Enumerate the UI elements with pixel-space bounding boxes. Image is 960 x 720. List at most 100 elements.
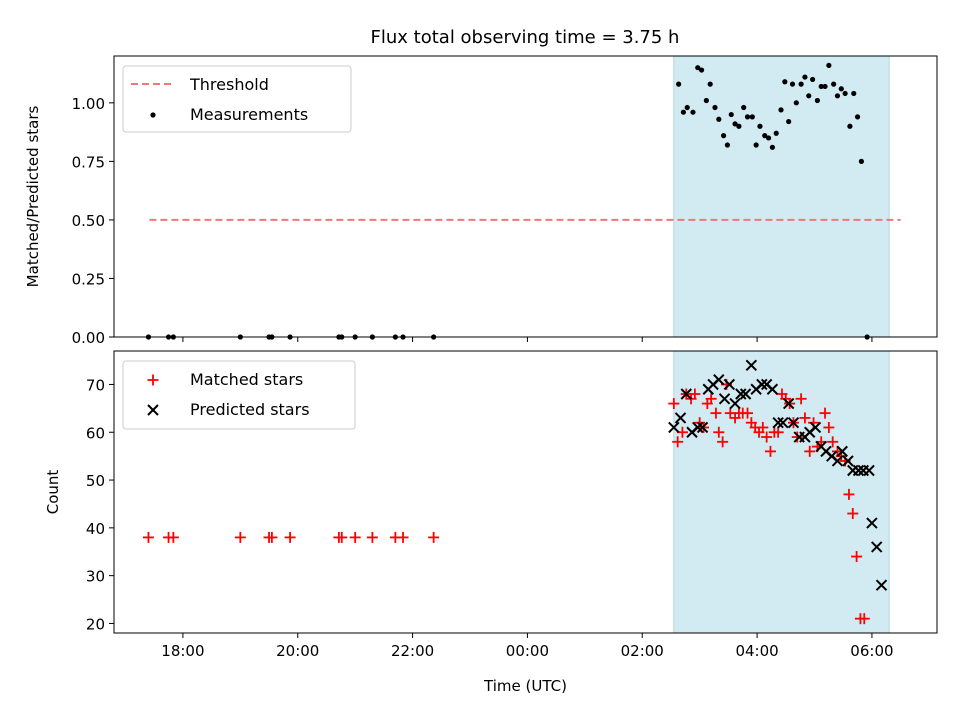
measurement-point <box>707 81 713 87</box>
bottom-y-tick-label: 60 <box>86 424 105 442</box>
matched-star-point <box>851 551 863 563</box>
predicted-star-point <box>842 455 854 467</box>
legend-threshold-label: Threshold <box>189 75 269 94</box>
measurement-point <box>744 114 751 120</box>
predicted-star-point <box>766 383 779 395</box>
measurement-point <box>858 158 864 164</box>
bottom-axes-frame <box>113 350 938 634</box>
matched-star-point <box>266 531 278 543</box>
matched-star-point <box>764 445 776 457</box>
measurement-point <box>698 67 705 73</box>
measurement-point <box>724 142 731 148</box>
bottom-legend: Matched stars Predicted stars <box>122 360 356 430</box>
measurement-point <box>782 79 788 85</box>
legend-box <box>122 360 356 430</box>
measurement-point <box>809 76 816 83</box>
predicted-star-point <box>729 397 741 410</box>
measurement-point <box>773 130 779 136</box>
matched-star-point <box>819 407 831 419</box>
matched-star-point <box>234 531 246 543</box>
matched-star-point <box>428 531 440 543</box>
predicted-star-point <box>787 416 800 429</box>
matched-star-point <box>167 531 179 543</box>
predicted-star-point <box>875 579 888 591</box>
predicted-star-point <box>871 541 883 553</box>
measurement-point <box>847 123 853 129</box>
matched-star-point <box>349 531 361 543</box>
measurement-point <box>802 74 808 80</box>
measurement-point <box>690 109 696 115</box>
bottom-y-tick-label: 40 <box>86 520 105 538</box>
matched-star-point <box>757 421 769 433</box>
x-tick-label: 22:00 <box>391 642 434 660</box>
predicted-star-point <box>735 388 747 400</box>
predicted-star-point <box>668 421 680 434</box>
measurement-point <box>749 114 755 120</box>
measurement-point <box>741 104 747 111</box>
x-axis-label: Time (UTC) <box>483 677 567 695</box>
top-y-axis-label: Matched/Predicted stars <box>24 106 42 288</box>
measurement-point <box>822 83 828 90</box>
measurement-point <box>728 111 734 118</box>
matched-star-point <box>336 531 348 543</box>
legend-measurement-label: Measurements <box>190 105 308 124</box>
predicted-star-point <box>723 378 736 391</box>
x-tick-label: 04:00 <box>735 642 778 660</box>
measurement-point <box>765 135 772 141</box>
legend-measurement-swatch <box>150 112 156 118</box>
predicted-star-point <box>782 397 795 410</box>
top-axes-frame <box>113 55 938 338</box>
bottom-y-tick-label: 50 <box>86 472 105 490</box>
matched-star-point <box>710 407 722 419</box>
matched-star-point <box>795 393 807 405</box>
measurement-point <box>684 104 690 111</box>
predicted-star-point <box>863 464 875 477</box>
legend-predicted-swatch <box>147 404 159 416</box>
measurement-point <box>680 109 687 115</box>
predicted-star-point <box>745 359 758 372</box>
matched-star-point <box>772 426 784 438</box>
measurement-point <box>786 118 792 125</box>
x-tick-label: 06:00 <box>850 642 893 660</box>
bottom-y-tick-label: 20 <box>86 615 105 633</box>
matched-star-point <box>689 388 701 400</box>
measurement-point <box>736 123 742 129</box>
x-tick-label: 00:00 <box>506 642 549 660</box>
measurement-point <box>798 81 804 87</box>
predicted-star-point <box>739 388 752 400</box>
top-legend: Threshold Measurements <box>122 65 352 133</box>
legend-matched-swatch <box>147 374 159 386</box>
matched-star-point <box>791 431 803 443</box>
matched-star-point <box>742 407 754 419</box>
measurement-point <box>695 65 701 71</box>
x-tick-label: 18:00 <box>161 642 204 660</box>
measurement-point <box>762 133 768 139</box>
legend-matched-label: Matched stars <box>190 370 303 389</box>
bottom-y-axis-label: Count <box>44 470 62 515</box>
measurement-point <box>703 97 709 104</box>
matched-star-point <box>804 445 816 457</box>
x-tick-label: 02:00 <box>621 642 664 660</box>
predicted-star-point <box>713 373 725 386</box>
matched-star-point <box>843 488 855 500</box>
predicted-star-point <box>831 455 844 467</box>
measurement-point <box>676 81 682 87</box>
matched-star-point <box>717 436 729 448</box>
chart-title: Flux total observing time = 3.75 h <box>371 27 680 48</box>
measurement-point <box>793 100 799 106</box>
predicted-star-point <box>718 393 731 405</box>
matched-star-point <box>705 393 717 405</box>
measurement-point <box>789 81 796 87</box>
measurement-point <box>712 104 718 111</box>
measurement-point <box>753 142 759 148</box>
measurement-point <box>826 62 832 68</box>
top-panel: 0.00 0.25 0.50 0.75 1.00 Matched/Predicted s… <box>24 55 938 347</box>
measurement-point <box>831 81 837 87</box>
measurement-point <box>851 90 857 97</box>
measurement-point <box>814 97 820 104</box>
predicted-star-point <box>756 378 768 391</box>
predicted-star-point <box>772 416 784 429</box>
predicted-star-point <box>692 421 704 434</box>
matched-star-point <box>827 436 839 448</box>
